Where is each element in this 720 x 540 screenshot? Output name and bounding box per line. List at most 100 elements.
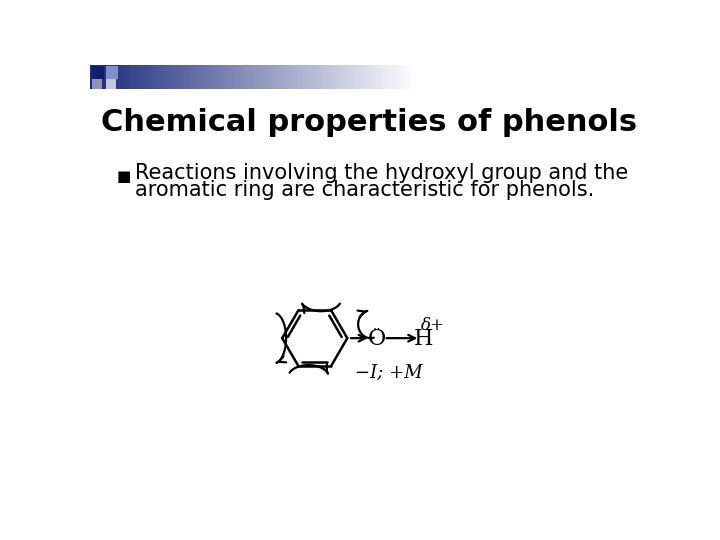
Bar — [289, 65, 292, 90]
Bar — [201, 65, 204, 90]
Bar — [256, 65, 260, 90]
Bar — [402, 65, 407, 90]
Bar — [377, 65, 380, 90]
Bar — [311, 65, 315, 90]
Bar — [315, 65, 319, 90]
Text: Reactions involving the hydroxyl group and the: Reactions involving the hydroxyl group a… — [135, 163, 628, 183]
Bar — [240, 65, 244, 90]
Bar — [308, 65, 312, 90]
Bar — [91, 79, 102, 90]
Bar — [351, 65, 354, 90]
Text: O: O — [368, 328, 386, 350]
Bar — [223, 65, 228, 90]
Bar — [243, 65, 247, 90]
Bar — [230, 65, 234, 90]
Bar — [334, 65, 338, 90]
Bar — [379, 65, 384, 90]
Bar — [282, 65, 286, 90]
Bar — [126, 65, 130, 90]
Bar — [370, 65, 374, 90]
Text: −I; +M: −I; +M — [354, 364, 422, 382]
Bar — [373, 65, 377, 90]
Bar — [331, 65, 335, 90]
Bar — [107, 65, 110, 90]
Bar — [298, 65, 302, 90]
Bar — [122, 65, 127, 90]
Bar — [364, 65, 367, 90]
Bar — [210, 65, 215, 90]
Bar — [142, 65, 146, 90]
Bar — [94, 65, 97, 90]
Bar — [305, 65, 309, 90]
Bar — [106, 66, 118, 79]
Bar — [135, 65, 140, 90]
Bar — [253, 65, 257, 90]
Bar — [295, 65, 299, 90]
Bar — [285, 65, 289, 90]
Text: H: H — [413, 328, 433, 350]
Bar — [171, 65, 176, 90]
Bar — [406, 65, 410, 90]
Bar — [259, 65, 264, 90]
Bar — [338, 65, 341, 90]
Bar — [106, 79, 117, 90]
Bar — [194, 65, 198, 90]
Bar — [302, 65, 305, 90]
Bar — [109, 65, 114, 90]
Bar — [318, 65, 322, 90]
Bar — [113, 65, 117, 90]
Bar — [341, 65, 345, 90]
Bar — [321, 65, 325, 90]
Bar — [204, 65, 208, 90]
Bar — [279, 65, 283, 90]
Bar — [178, 65, 182, 90]
Bar — [91, 66, 104, 79]
Bar — [139, 65, 143, 90]
Bar — [263, 65, 266, 90]
Bar — [103, 65, 107, 90]
Bar — [155, 65, 159, 90]
Bar — [272, 65, 276, 90]
Bar — [269, 65, 273, 90]
Bar — [116, 65, 120, 90]
Bar — [292, 65, 296, 90]
Bar — [390, 65, 394, 90]
Bar — [276, 65, 279, 90]
Bar — [161, 65, 166, 90]
Bar — [354, 65, 358, 90]
Bar — [220, 65, 224, 90]
Bar — [184, 65, 189, 90]
Bar — [148, 65, 153, 90]
Bar — [197, 65, 202, 90]
Bar — [152, 65, 156, 90]
Bar — [90, 65, 94, 90]
Bar — [396, 65, 400, 90]
Bar — [409, 65, 413, 90]
Bar — [145, 65, 149, 90]
Bar — [214, 65, 217, 90]
Bar — [191, 65, 195, 90]
Bar — [233, 65, 238, 90]
Text: δ+: δ+ — [420, 316, 444, 334]
Bar — [344, 65, 348, 90]
Bar — [347, 65, 351, 90]
Bar — [328, 65, 332, 90]
Bar — [158, 65, 163, 90]
Bar — [227, 65, 230, 90]
Bar — [246, 65, 251, 90]
Bar — [386, 65, 390, 90]
Bar — [132, 65, 136, 90]
Bar — [120, 65, 123, 90]
Bar — [96, 65, 101, 90]
Bar — [217, 65, 221, 90]
Bar — [236, 65, 240, 90]
Bar — [399, 65, 403, 90]
Text: Chemical properties of phenols: Chemical properties of phenols — [101, 108, 637, 137]
Text: ■: ■ — [117, 169, 131, 184]
Bar — [168, 65, 172, 90]
Bar — [324, 65, 328, 90]
Bar — [181, 65, 185, 90]
Bar — [413, 65, 416, 90]
Text: aromatic ring are characteristic for phenols.: aromatic ring are characteristic for phe… — [135, 180, 594, 200]
Bar — [188, 65, 192, 90]
